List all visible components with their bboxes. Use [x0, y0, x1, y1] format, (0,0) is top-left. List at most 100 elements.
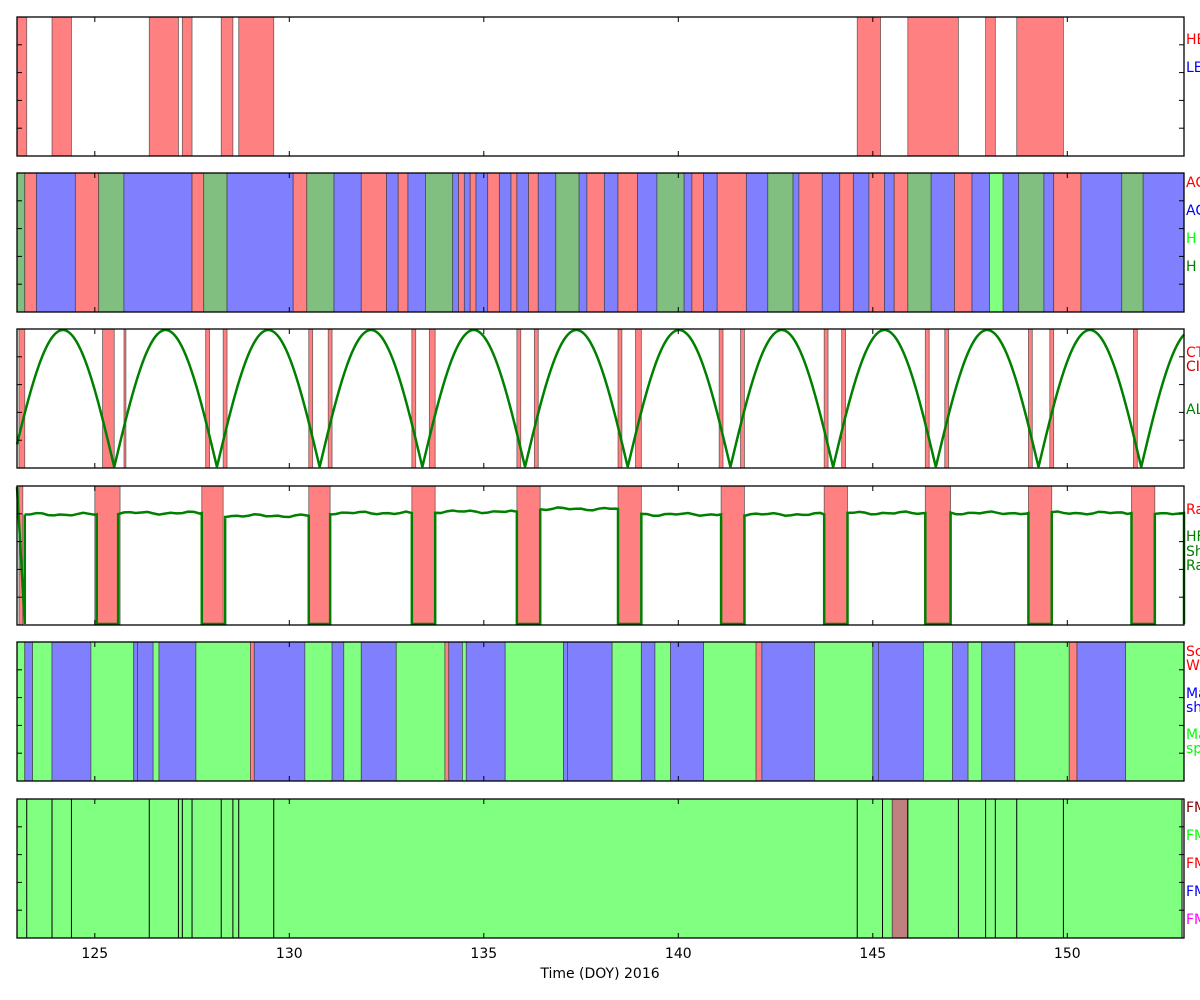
state-band: [1076, 641, 1127, 782]
state-band: [952, 641, 969, 782]
state-band: [458, 172, 465, 313]
x-axis: 125 130 135 140 145 150: [81, 946, 1080, 962]
legend-label: Sc: [1186, 644, 1200, 660]
panel-3: CTCI AL: [15, 328, 1200, 469]
state-band: [343, 641, 362, 782]
legend-label: Ra: [1186, 558, 1200, 574]
state-band: [856, 16, 881, 157]
state-band: [504, 641, 564, 782]
state-band: [18, 328, 26, 469]
state-band: [691, 172, 704, 313]
x-tick-label: 135: [470, 946, 497, 962]
state-band: [852, 172, 870, 313]
state-band: [16, 641, 26, 782]
state-band: [90, 641, 135, 782]
state-band: [32, 641, 53, 782]
state-band: [238, 16, 275, 157]
state-band: [123, 172, 193, 313]
panel-frame: [16, 328, 1185, 469]
state-band: [425, 172, 454, 313]
state-band: [924, 485, 952, 626]
legend-label: FM: [1186, 912, 1200, 928]
state-band: [191, 172, 205, 313]
state-band: [24, 641, 33, 782]
state-band: [304, 641, 333, 782]
state-band: [814, 641, 874, 782]
state-band: [617, 485, 642, 626]
state-band: [1125, 641, 1185, 782]
legend-label: FM: [1186, 800, 1200, 816]
panels-group: HELEACACHHCTCIALRaHFShRaScWMashMaspFMFMF…: [15, 16, 1200, 939]
state-band: [1049, 328, 1055, 469]
state-band: [703, 641, 757, 782]
state-band: [767, 172, 794, 313]
state-band: [1068, 641, 1078, 782]
state-band: [907, 798, 1183, 939]
legend-label: FM: [1186, 884, 1200, 900]
legend-label: Ma: [1186, 686, 1200, 702]
state-band: [555, 172, 580, 313]
state-band: [718, 328, 724, 469]
state-band: [537, 172, 557, 313]
legend-label: H: [1186, 259, 1197, 275]
legend-label: AL: [1186, 402, 1200, 418]
x-tick-label: 150: [1054, 946, 1081, 962]
state-band: [249, 641, 255, 782]
state-band: [1014, 641, 1070, 782]
state-band: [1121, 172, 1144, 313]
state-band: [469, 172, 477, 313]
state-band: [94, 485, 121, 626]
state-band: [306, 172, 335, 313]
state-band: [703, 172, 718, 313]
state-band: [516, 485, 541, 626]
state-band: [395, 641, 446, 782]
panel-2: AC AC HH: [16, 172, 1200, 313]
legend-label: AC: [1186, 175, 1200, 191]
state-band: [428, 328, 436, 469]
state-band: [152, 641, 160, 782]
state-band: [1080, 172, 1123, 313]
state-band: [907, 16, 959, 157]
state-band: [617, 172, 638, 313]
state-band: [133, 641, 138, 782]
state-band: [411, 328, 417, 469]
state-band: [670, 641, 704, 782]
panel-6: FM FM FM FM FM: [16, 798, 1200, 939]
state-band: [1053, 172, 1082, 313]
state-band: [872, 641, 880, 782]
series-line: [15, 328, 1185, 468]
state-band: [792, 172, 800, 313]
x-tick-label: 140: [665, 946, 692, 962]
legend-label: sh: [1186, 700, 1200, 716]
state-band: [1028, 328, 1033, 469]
state-band: [331, 641, 345, 782]
state-band: [181, 16, 193, 157]
state-band: [452, 172, 459, 313]
state-band: [868, 172, 885, 313]
legend-label: FM: [1186, 856, 1200, 872]
state-band: [603, 172, 619, 313]
state-band: [222, 328, 228, 469]
state-band: [333, 172, 362, 313]
state-band: [1002, 172, 1020, 313]
state-band: [922, 641, 953, 782]
state-band: [360, 641, 397, 782]
state-band: [656, 172, 685, 313]
state-band: [98, 172, 125, 313]
legend-label: HF: [1186, 529, 1200, 545]
state-band: [841, 328, 846, 469]
state-band: [967, 641, 983, 782]
state-band: [981, 641, 1016, 782]
state-band: [654, 641, 671, 782]
panel-frame: [16, 485, 1185, 626]
state-band: [220, 16, 234, 157]
state-band: [586, 172, 605, 313]
legend-label: W: [1186, 658, 1200, 674]
state-band: [823, 485, 848, 626]
state-band: [640, 641, 656, 782]
state-band: [36, 172, 76, 313]
state-band: [635, 328, 642, 469]
state-band: [1028, 485, 1053, 626]
state-band: [924, 328, 930, 469]
state-band: [821, 172, 841, 313]
